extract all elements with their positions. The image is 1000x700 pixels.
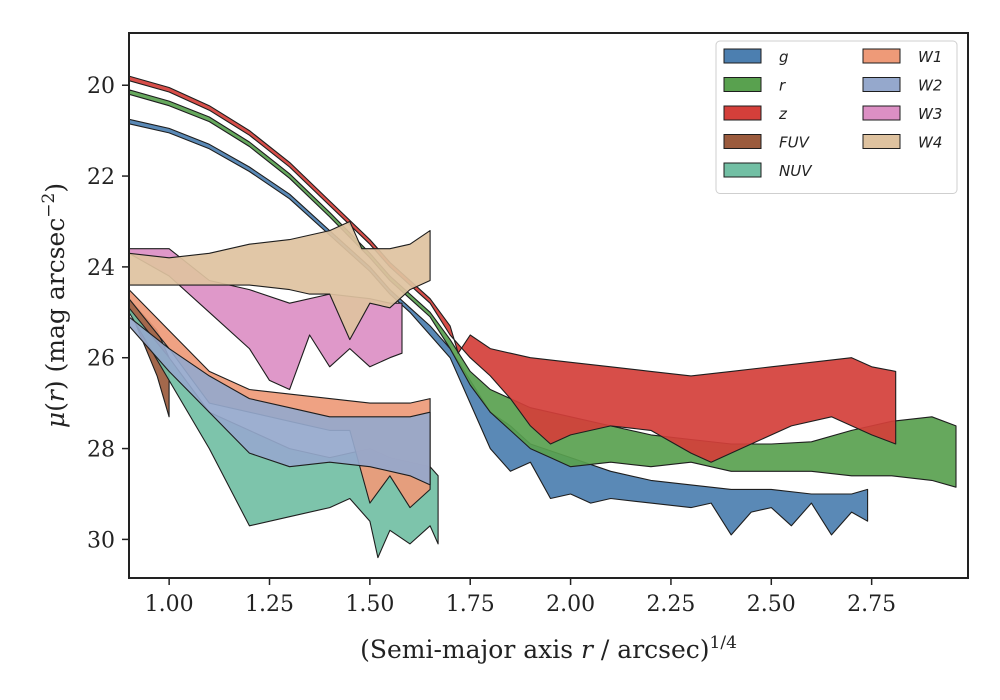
y-tick-label: 26 [87,347,115,372]
legend-label: W4 [918,134,942,152]
legend-swatch [862,48,901,64]
legend: grz FUV NUV W1 W2 W3 W4 [715,40,958,194]
band-w2 [129,316,431,486]
x-tick-label: 2.25 [646,592,695,617]
legend-swatch [723,162,762,178]
legend-label: W3 [918,105,942,123]
legend-swatch [723,48,762,64]
legend-label: NUV [779,162,813,180]
legend-swatch [862,105,901,121]
y-axis-label: μ(r) (mag arcsec−2) [39,183,70,428]
legend-label: g [779,48,789,66]
x-tick-label: 1.50 [345,592,394,617]
y-tick-label: 24 [87,256,115,281]
y-tick-label: 28 [87,438,115,463]
band-g [129,118,869,536]
band-layer [129,75,957,559]
x-axis: 1.00 1.25 1.50 1.75 2.00 2.25 2.50 2.75 [145,578,896,617]
x-tick-label: 2.50 [747,592,796,617]
plot-frame [128,32,969,579]
x-tick-label: 2.00 [546,592,595,617]
y-axis: 20 22 24 26 28 30 [87,74,129,553]
legend-label: W1 [918,48,942,66]
legend-swatch [723,134,762,149]
x-tick-label: 1.00 [145,592,194,617]
legend-label: z [778,105,788,123]
legend-label: FUV [779,134,811,152]
x-tick-label: 2.75 [847,592,896,617]
legend-label: W2 [918,77,942,95]
legend-label: r [779,77,786,95]
legend-swatch [862,77,901,92]
legend-swatch [723,77,762,92]
y-tick-label: 30 [87,528,115,553]
band-w4 [129,220,431,341]
y-tick-label: 20 [87,74,115,99]
x-axis-label: (Semi-major axis r / arcsec)1/4 [360,633,737,664]
x-tick-label: 1.25 [245,592,294,617]
y-tick-label: 22 [87,165,115,190]
x-tick-label: 1.75 [446,592,495,617]
legend-swatch [862,134,901,149]
legend-swatch [723,105,762,121]
